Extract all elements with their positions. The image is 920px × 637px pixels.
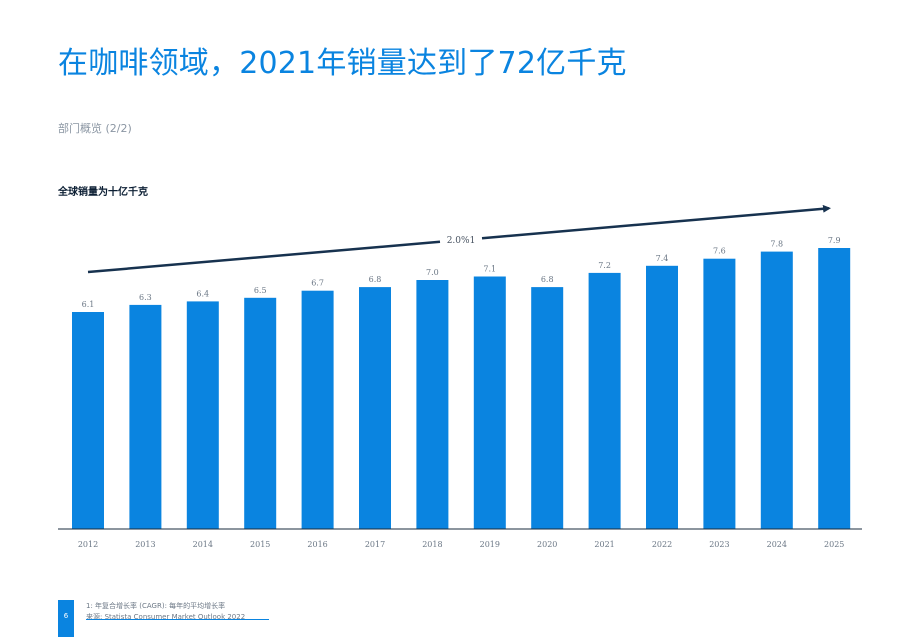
x-tick-label-2024: 2024 [767,540,787,549]
bar-2021 [588,272,621,529]
bar-2017 [359,287,391,529]
x-tick-label-2012: 2012 [78,540,98,549]
bar-2012 [72,312,104,529]
value-label-2020: 6.8 [541,275,554,284]
x-tick-label-2013: 2013 [135,540,155,549]
bar-2016 [301,290,334,529]
bar-2020 [531,287,564,529]
bar-2018 [416,280,449,529]
x-tick-label-2018: 2018 [422,540,442,549]
x-tick-label-2025: 2025 [824,540,844,549]
page-number: 6 [63,612,69,620]
trend-arrow-line-end [481,204,831,240]
bar-2013 [129,304,162,529]
value-label-2015: 6.5 [254,286,267,295]
footnotes: 1: 年复合增长率 (CAGR): 每年的平均增长率 来源: Statista … [86,601,245,623]
page-title: 在咖啡领域，2021年销量达到了72亿千克 [58,46,627,81]
value-label-2018: 7.0 [426,268,439,277]
x-tick-label-2019: 2019 [480,540,500,549]
chart-title: 全球销量为十亿千克 [58,187,148,198]
bar-2025 [818,248,851,529]
value-label-2017: 6.8 [369,275,382,284]
value-label-2021: 7.2 [598,261,611,270]
x-tick-label-2022: 2022 [652,540,672,549]
bar-2015 [244,297,277,529]
x-tick-label-2014: 2014 [193,540,213,549]
cagr-annotation: 2.0%1 [447,236,476,246]
x-tick-label-2015: 2015 [250,540,270,549]
page-number-tab [58,600,74,637]
x-tick-label-2023: 2023 [709,540,729,549]
value-label-2019: 7.1 [483,265,496,274]
x-tick-label-2017: 2017 [365,540,385,549]
value-label-2012: 6.1 [82,300,95,309]
bar-2019 [473,276,506,529]
value-label-2025: 7.9 [828,236,841,245]
page-subtitle: 部门概览 (2/2) [58,122,132,135]
x-tick-label-2021: 2021 [594,540,614,549]
value-label-2022: 7.4 [656,254,669,263]
bar-2024 [760,251,793,529]
bar-2014 [186,301,219,529]
value-label-2024: 7.8 [770,240,783,249]
x-tick-label-2020: 2020 [537,540,557,549]
trend-arrow-line-start [87,240,441,274]
value-label-2016: 6.7 [311,279,324,288]
value-label-2014: 6.4 [196,289,209,298]
bar-2023 [703,258,736,529]
cagr-footnote: 1: 年复合增长率 (CAGR): 每年的平均增长率 [86,602,226,610]
source-footnote: 来源: Statista Consumer Market Outlook 202… [86,613,246,621]
bar-2022 [646,265,678,529]
x-tick-label-2016: 2016 [307,540,327,549]
source-link-underline [86,619,269,620]
value-label-2023: 7.6 [713,247,726,256]
value-label-2013: 6.3 [139,293,152,302]
